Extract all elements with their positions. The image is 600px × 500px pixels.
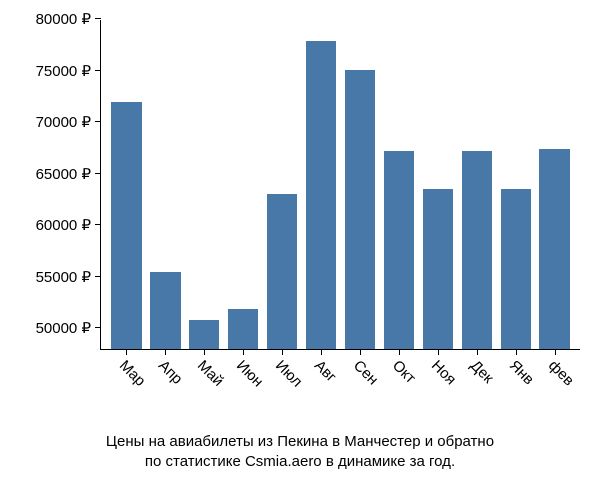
x-tick bbox=[477, 349, 478, 355]
bar bbox=[384, 151, 414, 349]
y-axis-label: 55000 ₽ bbox=[36, 268, 101, 286]
bar bbox=[111, 102, 141, 349]
plot-area: МарАпрМайИюнИюлАвгСенОктНояДекЯнвфев 500… bbox=[100, 20, 580, 350]
x-tick bbox=[360, 349, 361, 355]
bar bbox=[228, 309, 258, 349]
bar bbox=[501, 189, 531, 349]
bar-slot: Дек bbox=[457, 20, 496, 349]
x-axis-label: Авг bbox=[311, 357, 340, 386]
x-axis-label: Мар bbox=[116, 357, 149, 390]
y-axis-label: 70000 ₽ bbox=[36, 113, 101, 131]
x-tick bbox=[438, 349, 439, 355]
y-axis-label: 50000 ₽ bbox=[36, 319, 101, 337]
bar bbox=[189, 320, 219, 349]
y-axis-label: 65000 ₽ bbox=[36, 165, 101, 183]
x-tick bbox=[204, 349, 205, 355]
x-axis-label: Окт bbox=[389, 357, 419, 387]
x-tick bbox=[399, 349, 400, 355]
x-tick bbox=[555, 349, 556, 355]
bar-slot: Апр bbox=[146, 20, 185, 349]
x-axis-label: Май bbox=[194, 357, 227, 390]
x-tick bbox=[126, 349, 127, 355]
bar bbox=[462, 151, 492, 349]
bars-container: МарАпрМайИюнИюлАвгСенОктНояДекЯнвфев bbox=[101, 20, 580, 349]
x-axis-label: Июн bbox=[233, 357, 266, 390]
caption-line-1: Цены на авиабилеты из Пекина в Манчестер… bbox=[106, 433, 494, 450]
bar-slot: Мар bbox=[107, 20, 146, 349]
bar-slot: Янв bbox=[496, 20, 535, 349]
bar-slot: Ноя bbox=[418, 20, 457, 349]
x-tick bbox=[165, 349, 166, 355]
bar bbox=[267, 194, 297, 349]
caption-line-2: по статистике Csmia.aero в динамике за г… bbox=[145, 453, 455, 470]
bar bbox=[345, 70, 375, 349]
x-axis-label: Апр bbox=[155, 357, 186, 388]
x-tick bbox=[321, 349, 322, 355]
price-chart: МарАпрМайИюнИюлАвгСенОктНояДекЯнвфев 500… bbox=[0, 0, 600, 500]
bar-slot: Июн bbox=[224, 20, 263, 349]
bar bbox=[423, 189, 453, 349]
x-axis-label: Янв bbox=[506, 357, 537, 388]
bar-slot: Июл bbox=[263, 20, 302, 349]
bar bbox=[539, 149, 569, 349]
x-axis-label: Ноя bbox=[428, 357, 459, 388]
bar-slot: Авг bbox=[302, 20, 341, 349]
x-axis-label: Июл bbox=[272, 357, 306, 391]
bar-slot: фев bbox=[535, 20, 574, 349]
x-axis-label: фев bbox=[545, 357, 577, 389]
x-axis-label: Сен bbox=[350, 357, 381, 388]
x-tick bbox=[282, 349, 283, 355]
y-axis-label: 60000 ₽ bbox=[36, 216, 101, 234]
chart-caption: Цены на авиабилеты из Пекина в Манчестер… bbox=[0, 432, 600, 473]
bar bbox=[150, 272, 180, 349]
bar-slot: Май bbox=[185, 20, 224, 349]
x-tick bbox=[243, 349, 244, 355]
bar-slot: Сен bbox=[341, 20, 380, 349]
bar bbox=[306, 41, 336, 349]
y-axis-label: 80000 ₽ bbox=[36, 10, 101, 28]
bar-slot: Окт bbox=[379, 20, 418, 349]
y-axis-label: 75000 ₽ bbox=[36, 62, 101, 80]
x-axis-label: Дек bbox=[467, 357, 497, 387]
x-tick bbox=[516, 349, 517, 355]
